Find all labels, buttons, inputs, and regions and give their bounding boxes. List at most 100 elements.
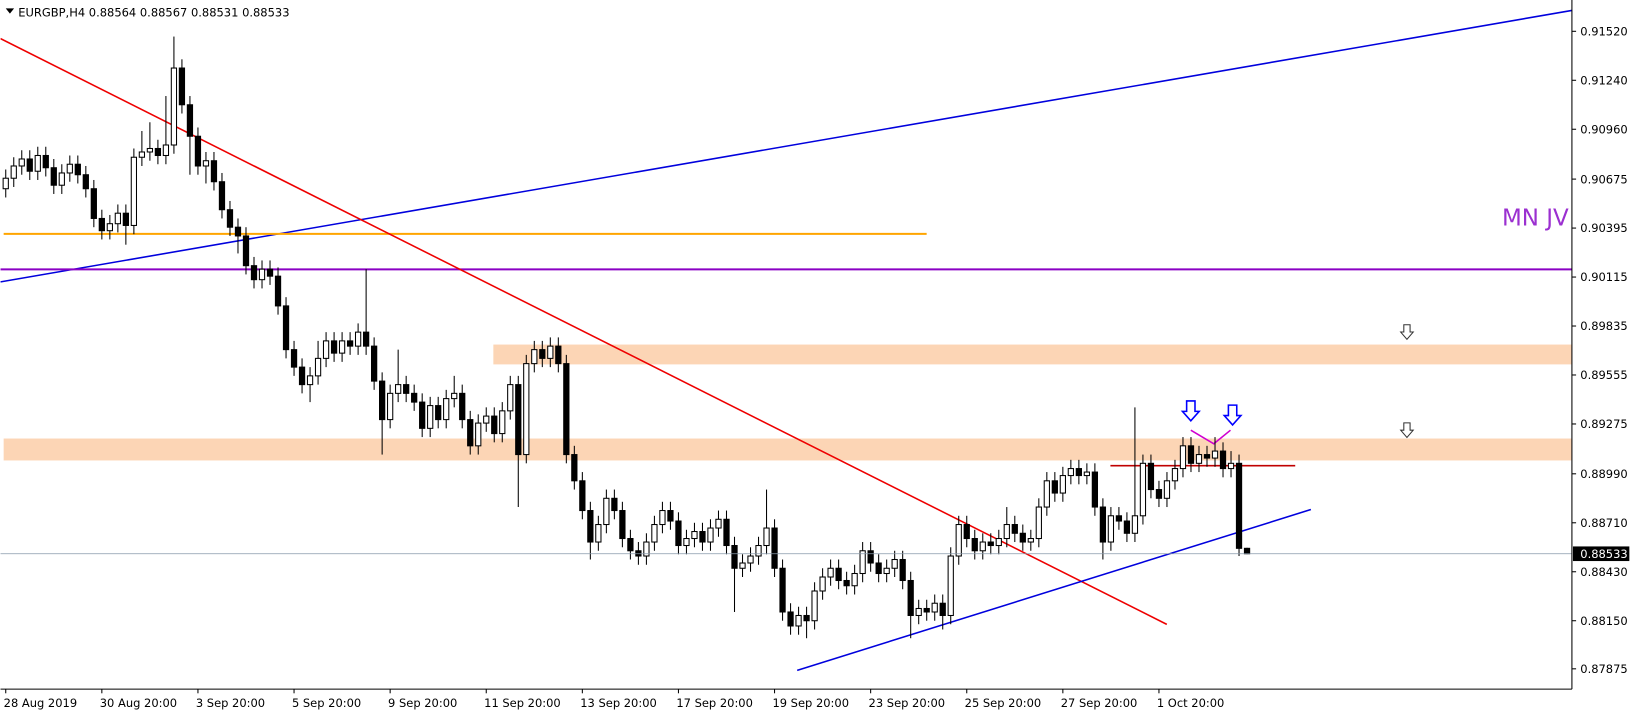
trend-line: [796, 508, 1312, 672]
candle-body: [387, 392, 394, 421]
candle-body: [459, 392, 466, 421]
candle-body: [266, 268, 274, 277]
candle-body: [667, 510, 674, 522]
resistance-zone: [493, 344, 1572, 365]
x-tick-label: 11 Sep 20:00: [484, 696, 561, 710]
candle-body: [979, 541, 986, 552]
candle-body: [346, 340, 354, 347]
current-price-label: 0.88533: [1580, 547, 1627, 561]
candle-body: [875, 562, 882, 575]
high-value: 0.88567: [140, 6, 187, 20]
candle-body: [298, 366, 306, 386]
y-tick-label: 0.90115: [1580, 270, 1627, 284]
y-tick-label: 0.90395: [1580, 221, 1627, 235]
candle-body: [1147, 462, 1155, 491]
candle-body: [2, 177, 9, 190]
y-tick-label: 0.90675: [1580, 172, 1627, 186]
candle-body: [1179, 445, 1187, 470]
candle-body: [483, 415, 490, 424]
candle-body: [50, 167, 57, 186]
candle-body: [971, 538, 978, 552]
candle-body: [1059, 475, 1066, 494]
candle-body: [731, 545, 738, 569]
y-tick-label: 0.90960: [1580, 122, 1627, 136]
candle-body: [354, 331, 362, 347]
candle-body: [186, 104, 194, 137]
candle-body: [146, 147, 154, 153]
candle-body: [771, 527, 778, 569]
candle-body: [1003, 524, 1010, 540]
candle-body: [1051, 480, 1058, 494]
candle-body: [467, 419, 474, 447]
candle-body: [659, 510, 666, 526]
candle-body: [435, 405, 442, 421]
y-tick-label: 0.88710: [1580, 516, 1627, 530]
candle-body: [274, 275, 282, 307]
candle-body: [987, 541, 994, 547]
candle-body: [1035, 506, 1042, 540]
candle-body: [1019, 532, 1026, 543]
candle-body: [427, 405, 434, 429]
y-tick-label: 0.89835: [1580, 319, 1627, 333]
candle-body: [66, 163, 73, 174]
candle-body: [194, 135, 202, 167]
candle-body: [122, 212, 130, 226]
candle-body: [555, 345, 562, 365]
candle-body: [1099, 506, 1107, 543]
candle-body: [82, 174, 89, 190]
candle-body: [803, 614, 810, 622]
candle-body: [499, 410, 506, 435]
candle-body: [595, 524, 602, 543]
candle-body: [34, 154, 41, 172]
candle-body: [1027, 538, 1034, 543]
double-top: [1190, 429, 1231, 445]
candle-body: [627, 538, 634, 552]
candle-body: [419, 401, 426, 429]
candle-body: [859, 550, 866, 575]
candle-body: [362, 331, 370, 347]
candle-body: [1107, 515, 1115, 543]
candle-body: [491, 415, 498, 435]
candle-body: [1139, 462, 1147, 517]
candle-body: [370, 345, 378, 382]
y-tick-label: 0.89555: [1580, 368, 1627, 382]
candle-body: [210, 160, 218, 183]
candle-body: [154, 147, 162, 157]
candle-body: [74, 163, 81, 176]
candle-body: [1243, 547, 1251, 555]
candle-body: [851, 572, 858, 587]
candle-body: [26, 158, 33, 172]
candle-body: [1219, 450, 1227, 470]
candle-body: [963, 524, 970, 540]
candle-body: [314, 357, 322, 377]
candle-body: [98, 217, 105, 232]
x-tick-label: 23 Sep 20:00: [869, 696, 946, 710]
candle-body: [443, 398, 450, 421]
candle-body: [1171, 468, 1179, 482]
candle-body: [395, 384, 402, 394]
candle-body: [90, 188, 97, 219]
candle-body: [939, 602, 946, 617]
candle-body: [507, 384, 514, 412]
candle-body: [1155, 489, 1163, 499]
down-arrow: [1399, 324, 1415, 341]
candle-body: [170, 67, 178, 146]
x-tick-label: 1 Oct 20:00: [1157, 696, 1224, 710]
candle-body: [330, 340, 338, 354]
candle-body: [1227, 462, 1235, 470]
candle-body: [611, 497, 618, 512]
candle-body: [258, 268, 266, 281]
candles: [0, 36, 1572, 639]
current-price-box: [1572, 546, 1630, 562]
candle-body: [403, 384, 410, 394]
candle-body: [699, 531, 706, 543]
candle-body: [106, 223, 113, 232]
y-tick-label: 0.87875: [1580, 662, 1627, 676]
candle-body: [202, 160, 210, 167]
candle-body: [282, 305, 290, 351]
candle-body: [306, 375, 314, 386]
candle-body: [723, 518, 730, 547]
candle-body: [1211, 450, 1219, 459]
candle-body: [1011, 524, 1018, 534]
candle-body: [643, 541, 650, 557]
